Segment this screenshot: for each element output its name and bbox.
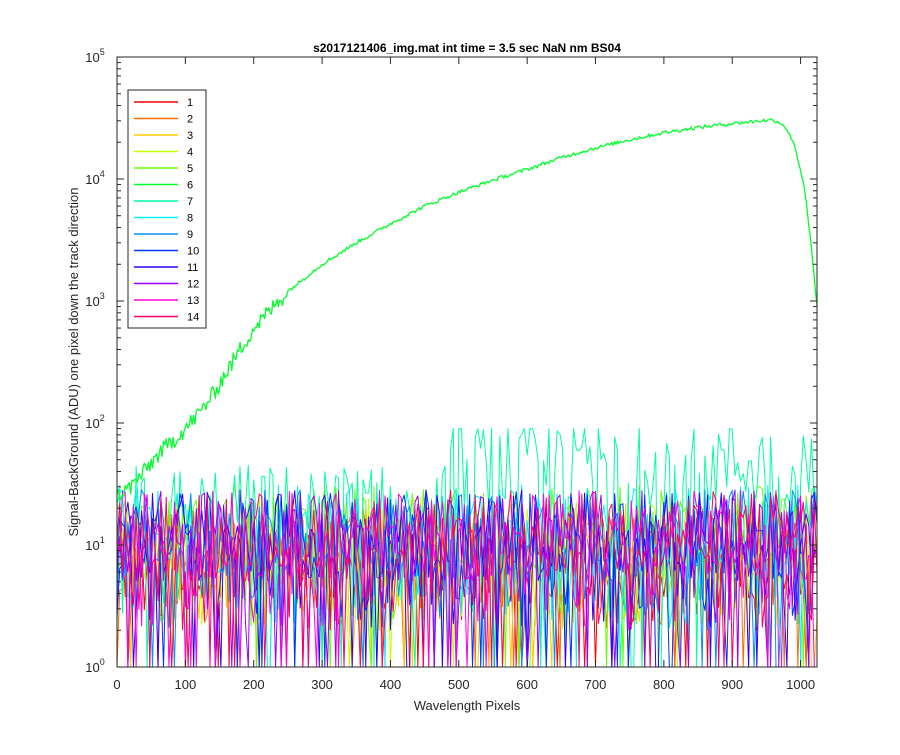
plot-area-border xyxy=(116,56,818,668)
legend-label-10: 10 xyxy=(187,246,199,258)
x-axis-label: Wavelength Pixels xyxy=(414,698,521,713)
y-tick-exponent: 4 xyxy=(100,169,105,179)
y-tick-label: 100 xyxy=(85,657,104,675)
x-tick-label: 200 xyxy=(243,677,265,692)
legend-label-9: 9 xyxy=(187,229,193,241)
legend-label-4: 4 xyxy=(187,147,193,159)
series-line-11 xyxy=(116,489,818,668)
x-tick-label: 800 xyxy=(653,677,675,692)
x-tick-label: 500 xyxy=(448,677,470,692)
legend-label-7: 7 xyxy=(187,196,193,208)
x-tick-label: 300 xyxy=(311,677,333,692)
series-line-14 xyxy=(116,489,818,668)
legend-label-6: 6 xyxy=(187,180,193,192)
x-tick-label: 1000 xyxy=(786,677,815,692)
legend-box xyxy=(127,89,207,329)
x-tick-label: 0 xyxy=(113,677,120,692)
x-tick-label: 400 xyxy=(380,677,402,692)
series-layer xyxy=(116,118,818,668)
y-tick-exponent: 5 xyxy=(100,47,105,57)
series-line-6 xyxy=(116,118,818,502)
legend-label-3: 3 xyxy=(187,130,193,142)
legend-label-14: 14 xyxy=(187,312,199,324)
x-tick-label: 700 xyxy=(585,677,607,692)
y-tick-label: 101 xyxy=(85,535,104,553)
x-tick-label: 900 xyxy=(721,677,743,692)
y-tick-exponent: 0 xyxy=(100,657,105,667)
x-tick-label: 100 xyxy=(175,677,197,692)
legend-label-5: 5 xyxy=(187,163,193,175)
legend-label-12: 12 xyxy=(187,279,199,291)
y-tick-label: 103 xyxy=(85,291,104,309)
legend-label-1: 1 xyxy=(187,97,193,109)
y-tick-exponent: 2 xyxy=(100,413,105,423)
y-axis-label: Signal-BackGround (ADU) one pixel down t… xyxy=(66,187,81,536)
y-tick-label: 102 xyxy=(85,413,104,431)
legend-label-2: 2 xyxy=(187,114,193,126)
y-tick-label: 104 xyxy=(85,169,104,187)
chart-title: s2017121406_img.mat int time = 3.5 sec N… xyxy=(313,41,621,55)
legend-label-13: 13 xyxy=(187,295,199,307)
legend-label-8: 8 xyxy=(187,213,193,225)
y-tick-label: 105 xyxy=(85,47,104,65)
y-tick-exponent: 1 xyxy=(100,535,105,545)
legend-label-11: 11 xyxy=(187,262,198,274)
x-tick-label: 600 xyxy=(516,677,538,692)
y-tick-exponent: 3 xyxy=(100,291,105,301)
